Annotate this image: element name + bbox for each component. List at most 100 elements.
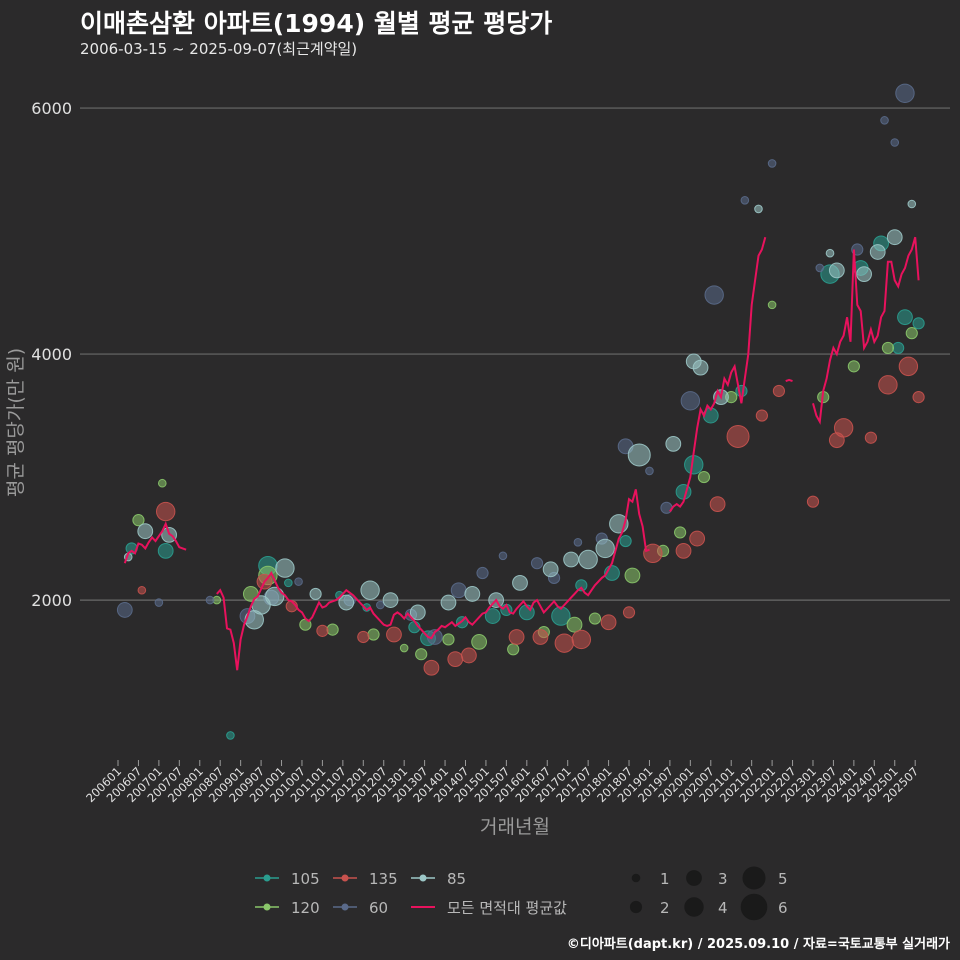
point-105 [226, 731, 235, 740]
source-caption: ©디아파트(dapt.kr) / 2025.09.10 / 자료=국토교통부 실… [566, 937, 950, 952]
point-120 [326, 623, 339, 636]
point-135 [772, 384, 786, 398]
legend-label: 135 [369, 870, 398, 888]
point-135 [689, 530, 706, 547]
point-120 [399, 643, 409, 653]
point-135 [709, 496, 726, 513]
point-60 [680, 391, 701, 411]
y-tick-label: 2000 [31, 591, 72, 610]
point-120 [697, 470, 711, 484]
y-tick-label: 4000 [31, 345, 72, 364]
point-105 [484, 608, 501, 624]
point-85 [869, 244, 886, 260]
point-135 [675, 542, 692, 559]
y-axis-title: 평균 평당가(만 원) [5, 348, 27, 497]
point-135 [508, 629, 525, 645]
point-85 [627, 443, 651, 467]
point-85 [382, 592, 399, 608]
point-105 [912, 317, 925, 330]
legend: 105 120 135 60 85 모든 면적대 평균값 1 2 3 4 5 6 [255, 866, 788, 921]
point-85 [265, 586, 285, 607]
point-135 [571, 629, 592, 650]
point-60 [498, 551, 508, 561]
size-legend-dot [629, 900, 643, 914]
point-85 [275, 558, 295, 578]
legend-key-dot [263, 874, 271, 882]
point-85 [856, 266, 872, 283]
point-85 [409, 604, 426, 621]
point-85 [886, 229, 903, 246]
point-105 [892, 341, 905, 355]
point-120 [367, 628, 380, 641]
point-120 [588, 612, 602, 625]
legend-key-dot [341, 874, 349, 882]
axis-layer: 2000400060002006012006072007012007072008… [5, 99, 921, 838]
point-85 [542, 561, 559, 578]
legend-key-dot [341, 903, 349, 911]
point-135 [600, 614, 617, 631]
legend-label: 105 [291, 870, 320, 888]
point-135 [755, 409, 768, 422]
point-60 [645, 466, 654, 476]
point-120 [157, 478, 167, 488]
chart-subtitle: 2006-03-15 ~ 2025-09-07(최근계약일) [80, 40, 358, 58]
point-135 [316, 624, 329, 637]
point-60 [573, 537, 583, 547]
point-105 [284, 578, 293, 588]
chart-title: 이매촌삼환 아파트(1994) 월별 평균 평당가 [80, 9, 553, 38]
point-60 [376, 600, 385, 610]
point-120 [881, 341, 895, 355]
average-line [216, 489, 650, 671]
point-60 [704, 285, 724, 305]
point-135 [726, 424, 750, 448]
x-axis-title: 거래년월 [480, 816, 550, 838]
point-120 [847, 360, 860, 373]
point-85 [440, 594, 457, 611]
point-85 [828, 262, 845, 279]
average-line-layer [123, 236, 920, 671]
y-tick-label: 6000 [31, 99, 72, 118]
point-105 [619, 534, 632, 548]
point-135 [386, 626, 402, 643]
point-120 [767, 300, 777, 310]
point-60 [740, 196, 750, 205]
point-135 [864, 431, 877, 444]
point-120 [132, 514, 145, 527]
point-120 [674, 526, 687, 539]
legend-key-dot [419, 874, 427, 882]
legend-label: 85 [447, 870, 466, 888]
point-85 [825, 248, 835, 258]
size-legend-label: 6 [778, 899, 788, 917]
point-135 [878, 375, 898, 395]
point-135 [806, 495, 820, 508]
point-105 [897, 309, 913, 326]
legend-key-dot [263, 903, 271, 911]
point-85 [907, 199, 917, 209]
point-60 [880, 116, 889, 125]
point-120 [624, 567, 641, 584]
point-85 [754, 204, 763, 214]
point-85 [563, 551, 580, 568]
point-135 [554, 633, 574, 653]
point-105 [551, 606, 571, 626]
point-85 [512, 574, 528, 591]
average-line [812, 236, 920, 425]
point-60 [205, 595, 215, 605]
point-60 [815, 263, 825, 273]
point-105 [575, 579, 588, 592]
point-135 [912, 391, 925, 404]
point-60 [890, 138, 900, 147]
point-135 [643, 543, 663, 564]
point-135 [357, 630, 370, 644]
average-line [785, 378, 793, 383]
point-105 [675, 483, 692, 500]
point-120 [905, 327, 918, 340]
point-60 [530, 557, 544, 570]
average-line [669, 236, 767, 513]
point-60 [154, 598, 164, 607]
legend-label: 120 [291, 899, 320, 917]
point-120 [442, 633, 455, 646]
size-legend-dot [684, 897, 704, 917]
point-85 [595, 538, 615, 559]
point-120 [566, 616, 583, 633]
